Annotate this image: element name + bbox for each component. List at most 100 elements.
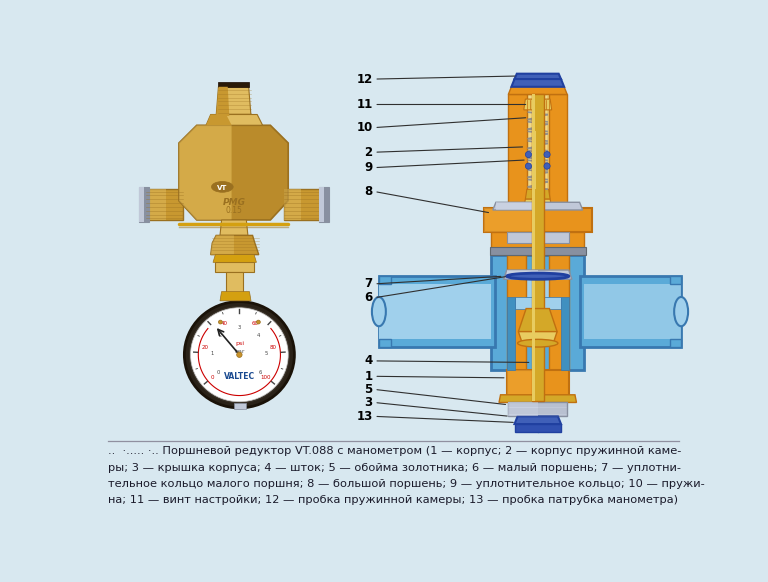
- Text: PMG: PMG: [223, 198, 246, 207]
- Polygon shape: [507, 255, 526, 370]
- Text: 6: 6: [259, 370, 262, 375]
- Polygon shape: [218, 82, 249, 87]
- Polygon shape: [216, 87, 230, 116]
- Polygon shape: [508, 403, 568, 416]
- Polygon shape: [532, 94, 535, 401]
- Polygon shape: [528, 96, 547, 230]
- Text: 1: 1: [210, 351, 214, 356]
- Text: 10: 10: [356, 121, 372, 134]
- Polygon shape: [379, 339, 390, 347]
- Polygon shape: [531, 132, 536, 189]
- Polygon shape: [584, 284, 681, 339]
- Text: 80: 80: [270, 345, 277, 350]
- Text: 11: 11: [356, 98, 372, 111]
- Polygon shape: [319, 187, 329, 222]
- Polygon shape: [206, 115, 263, 125]
- Polygon shape: [507, 370, 569, 397]
- Text: 5: 5: [265, 351, 268, 356]
- Text: 0: 0: [211, 374, 214, 379]
- Text: 20: 20: [202, 345, 209, 350]
- Ellipse shape: [507, 273, 569, 279]
- Polygon shape: [484, 208, 592, 232]
- Text: 12: 12: [356, 73, 372, 86]
- Polygon shape: [379, 276, 495, 347]
- Polygon shape: [581, 276, 681, 347]
- Polygon shape: [515, 424, 561, 432]
- Polygon shape: [484, 208, 538, 232]
- Polygon shape: [139, 187, 149, 222]
- Text: bar: bar: [234, 349, 245, 354]
- Text: ры; 3 — крышка корпуса; 4 — шток; 5 — обойма золотника; 6 — малый поршень; 7 — у: ры; 3 — крышка корпуса; 4 — шток; 5 — об…: [108, 463, 680, 473]
- Polygon shape: [670, 276, 681, 284]
- Polygon shape: [210, 235, 234, 255]
- Polygon shape: [234, 403, 246, 409]
- Ellipse shape: [218, 320, 222, 324]
- Text: 9: 9: [365, 161, 372, 174]
- Text: 4: 4: [365, 354, 372, 367]
- Polygon shape: [227, 272, 243, 294]
- Text: psi: psi: [235, 342, 244, 346]
- Polygon shape: [206, 115, 232, 125]
- Polygon shape: [210, 235, 259, 255]
- Text: тельное кольцо малого поршня; 8 — большой поршень; 9 — уплотнительное кольцо; 10: тельное кольцо малого поршня; 8 — большо…: [108, 479, 704, 489]
- Polygon shape: [670, 339, 681, 347]
- Polygon shape: [549, 255, 569, 370]
- Ellipse shape: [184, 301, 294, 408]
- Polygon shape: [524, 99, 551, 110]
- Text: 13: 13: [356, 410, 372, 423]
- Polygon shape: [492, 232, 584, 249]
- Ellipse shape: [188, 306, 290, 404]
- Text: 1: 1: [365, 370, 372, 383]
- Polygon shape: [284, 189, 301, 220]
- Ellipse shape: [674, 297, 688, 327]
- Polygon shape: [284, 189, 321, 220]
- Polygon shape: [179, 125, 288, 220]
- Polygon shape: [511, 79, 564, 87]
- Polygon shape: [531, 94, 544, 401]
- Text: 3: 3: [238, 325, 241, 331]
- Polygon shape: [508, 403, 538, 416]
- Polygon shape: [507, 232, 569, 243]
- Polygon shape: [493, 203, 583, 210]
- Text: на; 11 — винт настройки; 12 — пробка пружинной камеры; 13 — пробка патрубка мано: на; 11 — винт настройки; 12 — пробка пру…: [108, 495, 677, 505]
- Polygon shape: [527, 94, 548, 232]
- Text: 2: 2: [219, 333, 223, 338]
- Polygon shape: [548, 94, 568, 232]
- Polygon shape: [490, 247, 586, 255]
- Ellipse shape: [257, 320, 260, 324]
- Polygon shape: [507, 270, 538, 279]
- Ellipse shape: [518, 339, 558, 347]
- Text: 2: 2: [365, 146, 372, 159]
- Polygon shape: [525, 189, 550, 199]
- Polygon shape: [147, 189, 183, 220]
- Polygon shape: [518, 332, 557, 343]
- Polygon shape: [492, 255, 584, 370]
- Polygon shape: [496, 203, 538, 210]
- Polygon shape: [319, 187, 324, 222]
- Ellipse shape: [544, 163, 550, 169]
- Polygon shape: [507, 276, 569, 297]
- Text: 40: 40: [220, 321, 227, 326]
- Polygon shape: [379, 276, 390, 284]
- Ellipse shape: [237, 352, 242, 357]
- Ellipse shape: [525, 151, 531, 158]
- Polygon shape: [379, 284, 492, 339]
- Polygon shape: [139, 187, 144, 222]
- Polygon shape: [220, 292, 251, 301]
- Text: VT: VT: [217, 184, 227, 191]
- Polygon shape: [531, 132, 544, 189]
- Polygon shape: [507, 370, 538, 397]
- Text: 6: 6: [365, 291, 372, 304]
- Polygon shape: [220, 220, 248, 235]
- Ellipse shape: [372, 297, 386, 327]
- Text: VALTEC: VALTEC: [223, 372, 255, 381]
- Text: 4: 4: [257, 333, 260, 338]
- Text: 3: 3: [365, 396, 372, 409]
- Ellipse shape: [544, 151, 550, 158]
- Text: 0.15: 0.15: [226, 206, 243, 215]
- Text: 5: 5: [365, 383, 372, 396]
- Ellipse shape: [211, 182, 233, 192]
- Polygon shape: [524, 199, 551, 208]
- Polygon shape: [518, 308, 557, 332]
- Text: 0: 0: [217, 370, 220, 375]
